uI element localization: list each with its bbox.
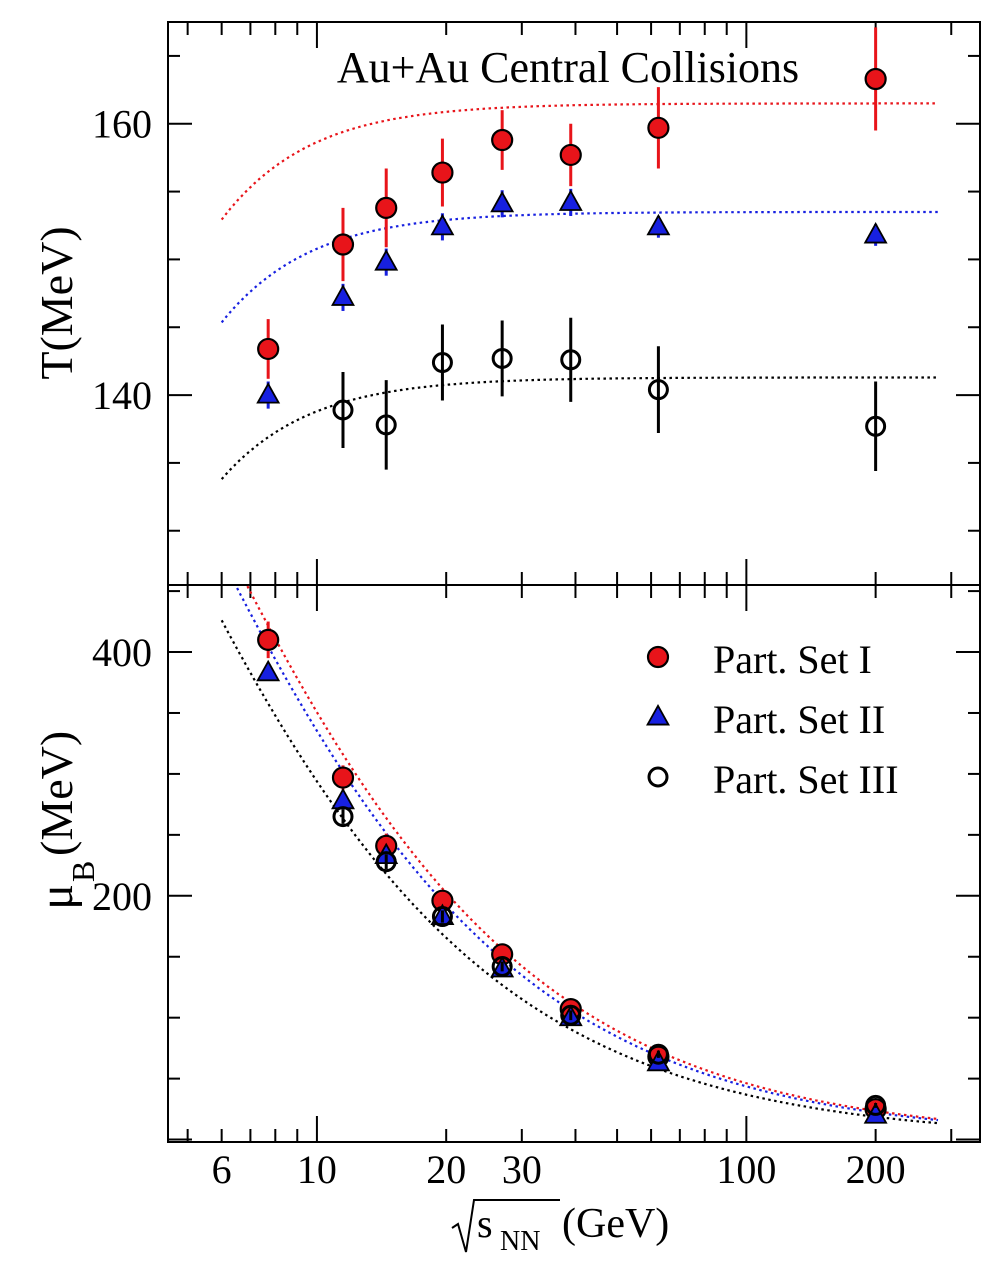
y-tick-label: 400: [92, 630, 152, 675]
fit-curve-part-set-ii: [236, 587, 939, 1122]
data-point-part-set-ii: [256, 659, 281, 682]
data-point-part-set-ii: [256, 382, 281, 404]
data-point-part-set-ii: [331, 787, 355, 810]
chart-title: Au+Au Central Collisions: [337, 43, 799, 92]
data-point-part-set-i: [559, 143, 582, 167]
data-point-part-set-i: [864, 67, 887, 91]
y-tick-label: 140: [92, 373, 152, 418]
data-point-part-set-iii: [647, 1043, 669, 1065]
temperature-axis-label: T(MeV): [31, 226, 82, 379]
data-point-part-set-iii: [375, 851, 397, 873]
data-point-part-set-iii: [865, 415, 887, 437]
x-tick-label: 100: [716, 1147, 776, 1192]
legend-marker-part-set-i: [646, 645, 670, 669]
data-point-part-set-ii: [863, 221, 888, 244]
data-point-part-set-iii: [560, 1004, 582, 1026]
x-tick-label: 200: [846, 1147, 906, 1192]
temperature-plot-frame: [167, 21, 981, 586]
data-point-part-set-i: [375, 196, 398, 219]
y-tick-label: 200: [92, 874, 152, 919]
temperature-panel: [167, 21, 981, 586]
y-tick-label: 160: [92, 102, 152, 147]
data-point-part-set-i: [647, 116, 670, 139]
data-point-part-set-i: [257, 628, 280, 651]
data-point-part-set-i: [257, 337, 280, 361]
data-point-part-set-iii: [375, 414, 397, 436]
fit-curve-part-set-iii: [220, 376, 938, 480]
data-point-part-set-ii: [331, 284, 355, 306]
data-point-part-set-iii: [332, 806, 354, 828]
data-point-part-set-ii: [558, 189, 583, 211]
axis-ticks: 6 10 20 30 100 200 140 160 200 400: [92, 22, 980, 1192]
data-point-part-set-iii: [431, 352, 453, 374]
x-axis-variable: s: [477, 1201, 493, 1246]
x-axis-label: s NN (GeV): [451, 1199, 669, 1257]
data-point-part-set-iii: [647, 379, 669, 401]
mu-b-plot-frame: [167, 584, 981, 1143]
data-point-part-set-i: [491, 128, 514, 152]
legend-marker-part-set-iii: [647, 766, 669, 788]
data-point-part-set-ii: [374, 249, 399, 271]
data-point-part-set-i: [331, 233, 355, 256]
legend: Part. Set I Part. Set II Part. Set III: [646, 637, 899, 802]
data-points: [256, 27, 888, 1124]
fit-curve-part-set-i: [220, 102, 938, 221]
x-axis-unit: (GeV): [562, 1201, 669, 1247]
legend-marker-part-set-ii: [646, 703, 670, 726]
data-point-part-set-ii: [646, 213, 671, 236]
fit-curves: [220, 102, 939, 1125]
mu-b-axis-label: μ B (MeV): [30, 731, 101, 910]
x-axis-subscript: NN: [500, 1226, 540, 1257]
fit-curve-part-set-ii: [220, 210, 938, 324]
data-point-part-set-iii: [431, 906, 453, 928]
sqrt-sign-icon: [451, 1199, 560, 1253]
data-point-part-set-ii: [430, 213, 455, 236]
x-tick-label: 6: [212, 1147, 232, 1192]
x-tick-label: 30: [502, 1147, 542, 1192]
data-point-part-set-iii: [491, 347, 513, 369]
legend-label-part-set-iii: Part. Set III: [713, 757, 899, 802]
mu-b-axis-unit: (MeV): [31, 731, 82, 856]
data-point-part-set-ii: [490, 190, 515, 213]
data-point-part-set-iii: [491, 955, 513, 977]
mu-b-panel: [167, 584, 981, 1143]
x-tick-label: 10: [297, 1147, 337, 1192]
x-tick-label: 20: [426, 1147, 466, 1192]
mu-b-axis-symbol: μ: [30, 884, 83, 910]
fit-curve-part-set-i: [246, 585, 939, 1120]
legend-label-part-set-ii: Part. Set II: [713, 697, 885, 742]
fit-curve-part-set-iii: [220, 619, 939, 1125]
data-point-part-set-iii: [332, 399, 354, 421]
legend-label-part-set-i: Part. Set I: [713, 637, 872, 682]
mu-b-axis-subscript: B: [65, 861, 101, 882]
data-point-part-set-iii: [865, 1094, 887, 1116]
data-point-part-set-iii: [560, 349, 582, 371]
data-point-part-set-i: [431, 161, 454, 184]
data-point-part-set-i: [331, 766, 355, 789]
